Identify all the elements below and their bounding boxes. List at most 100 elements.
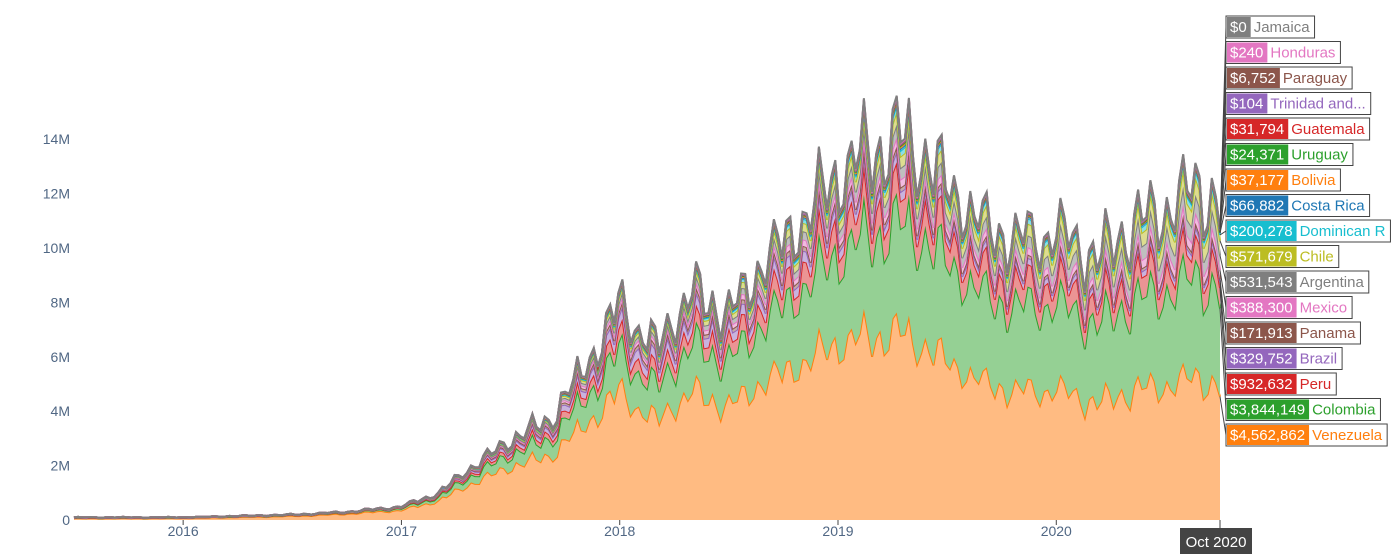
y-tick-label: 0	[62, 512, 70, 528]
hover-value-bg	[1227, 144, 1289, 165]
hover-series-name: Peru	[1300, 376, 1332, 393]
hover-value-bg	[1227, 17, 1251, 37]
series-areas	[73, 95, 1221, 520]
hover-labels: Oct 2020 $0 Jamaica $240 Honduras $6,752 Parag…	[1180, 15, 1391, 554]
hover-value-bg	[1227, 374, 1297, 394]
line-jamaica	[73, 95, 1221, 519]
hover-series-name: Costa Rica	[1291, 198, 1365, 215]
hover-value: $104	[1230, 96, 1263, 113]
y-tick-label: 10M	[43, 240, 70, 256]
y-tick-label: 2M	[51, 458, 70, 474]
hover-label-panama: $171,913 Panama	[1219, 278, 1361, 345]
hover-value-bg	[1227, 272, 1297, 292]
x-tick-label: 2016	[168, 523, 199, 539]
y-tick-label: 8M	[51, 294, 70, 310]
hover-value: $171,913	[1230, 325, 1293, 342]
hover-series-name: Brazil	[1300, 351, 1338, 368]
hover-label-mexico: $388,300 Mexico	[1219, 270, 1353, 319]
area-argentina	[74, 124, 1220, 518]
hover-series-name: Trinidad and...	[1270, 96, 1365, 113]
hover-value: $200,278	[1230, 223, 1293, 240]
hover-label-chile: $571,679 Chile	[1219, 240, 1340, 268]
hover-label-trinidad-and: $104 Trinidad and...	[1219, 92, 1372, 231]
hover-label-costa-rica: $66,882 Costa Rica	[1219, 194, 1371, 234]
hover-value: $240	[1230, 45, 1263, 62]
hover-label-argentina: $531,543 Argentina	[1219, 255, 1370, 294]
x-tick-label: 2018	[604, 523, 635, 539]
hover-value-bg	[1227, 195, 1289, 216]
area-colombia	[74, 192, 1220, 519]
x-axis: 2016 2017 2018 2019 2020	[168, 520, 1072, 539]
hover-label-paraguay: $6,752 Paraguay	[1219, 66, 1353, 230]
hover-value-bg	[1227, 399, 1310, 420]
hover-series-name: Argentina	[1300, 274, 1365, 291]
hover-value-bg	[1227, 42, 1268, 63]
hover-label-dominican-r: $200,278 Dominican R	[1219, 219, 1391, 243]
area-chile	[74, 111, 1220, 518]
hover-pointer	[1219, 154, 1227, 232]
hover-value-bg	[1227, 348, 1297, 369]
hover-value-bg	[1227, 425, 1310, 445]
hover-series-name: Bolivia	[1291, 172, 1336, 189]
hover-series-name: Honduras	[1270, 45, 1335, 62]
area-mexico	[74, 137, 1220, 518]
hover-pointer	[1219, 308, 1227, 410]
hover-pointer	[1219, 230, 1227, 236]
hover-label-bolivia: $37,177 Bolivia	[1219, 168, 1341, 233]
hover-series-name: Colombia	[1312, 402, 1376, 419]
hover-x-box	[1180, 528, 1252, 554]
hover-series-name: Mexico	[1300, 300, 1348, 317]
hover-series-name: Venezuela	[1312, 427, 1383, 444]
hover-pointer	[1219, 396, 1227, 436]
hover-value-bg	[1227, 93, 1268, 114]
hover-pointer	[1219, 278, 1227, 334]
hover-value: $571,679	[1230, 249, 1293, 266]
hover-pointer	[1219, 255, 1227, 283]
x-tick-label: 2020	[1041, 523, 1072, 539]
hover-value: $0	[1230, 19, 1247, 36]
y-tick-label: 6M	[51, 349, 70, 365]
hover-label-honduras: $240 Honduras	[1219, 41, 1341, 230]
hover-series-name: Panama	[1300, 325, 1357, 342]
hover-pointer	[1219, 240, 1227, 257]
y-tick-label: 4M	[51, 403, 70, 419]
x-tick-label: 2019	[822, 523, 853, 539]
hover-value: $388,300	[1230, 300, 1293, 317]
hover-value-bg	[1227, 323, 1297, 343]
hover-pointer	[1219, 270, 1227, 308]
area-brazil	[74, 151, 1220, 519]
hover-pointer	[1219, 205, 1227, 234]
hover-label-guatemala: $31,794 Guatemala	[1219, 117, 1371, 231]
hover-value: $37,177	[1230, 172, 1284, 189]
hover-value: $24,371	[1230, 147, 1284, 164]
y-tick-label: 12M	[43, 186, 70, 202]
hover-series-name: Guatemala	[1291, 121, 1365, 138]
hover-label-peru: $932,632 Peru	[1219, 287, 1337, 396]
y-tick-label: 14M	[43, 131, 70, 147]
hover-series-name: Chile	[1300, 249, 1334, 266]
hover-value: $3,844,149	[1230, 402, 1305, 419]
hover-value: $4,562,862	[1230, 427, 1305, 444]
hover-value-bg	[1227, 246, 1297, 267]
hover-value: $932,632	[1230, 376, 1293, 393]
hover-pointer	[1219, 281, 1227, 359]
hover-x-label: Oct 2020	[1186, 534, 1247, 551]
x-tick-label: 2017	[386, 523, 417, 539]
hover-label-uruguay: $24,371 Uruguay	[1219, 143, 1354, 232]
hover-label-colombia: $3,844,149 Colombia	[1219, 308, 1381, 421]
hover-value-bg	[1227, 221, 1297, 241]
hover-value-bg	[1227, 119, 1289, 139]
hover-label-venezuela: $4,562,862 Venezuela	[1219, 396, 1388, 447]
hover-value-bg	[1227, 68, 1280, 88]
hover-pointer	[1219, 179, 1227, 233]
hover-value: $6,752	[1230, 70, 1276, 87]
hover-value-bg	[1227, 170, 1289, 190]
hover-value: $66,882	[1230, 198, 1284, 215]
hover-value-bg	[1227, 297, 1297, 318]
y-axis: 0 2M 4M 6M 8M 10M 12M 14M	[43, 131, 70, 528]
area-venezuela	[74, 308, 1220, 520]
hover-series-name: Jamaica	[1254, 19, 1311, 36]
hover-value: $31,794	[1230, 121, 1284, 138]
hover-series-name: Uruguay	[1291, 147, 1348, 164]
